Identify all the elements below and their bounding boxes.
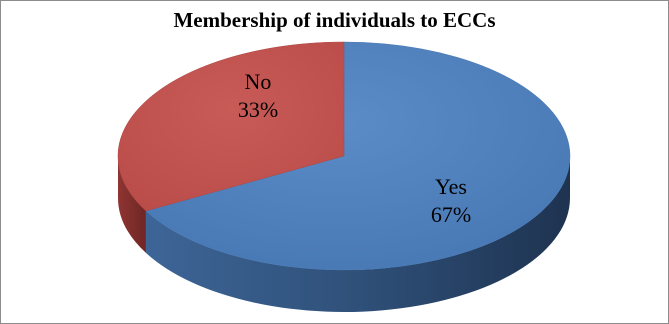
pie-slice-no: [117, 41, 345, 212]
pie-side-yes: [145, 156, 570, 312]
pie-slice-yes: [145, 41, 571, 271]
slice-label-no: No: [245, 69, 272, 94]
chart-title: Membership of individuals to ECCs: [173, 8, 496, 32]
slice-percent-yes: 67%: [431, 202, 471, 227]
pie-side-no: [118, 156, 146, 253]
slice-percent-no: 33%: [238, 97, 278, 122]
slice-label-yes: Yes: [435, 174, 467, 199]
